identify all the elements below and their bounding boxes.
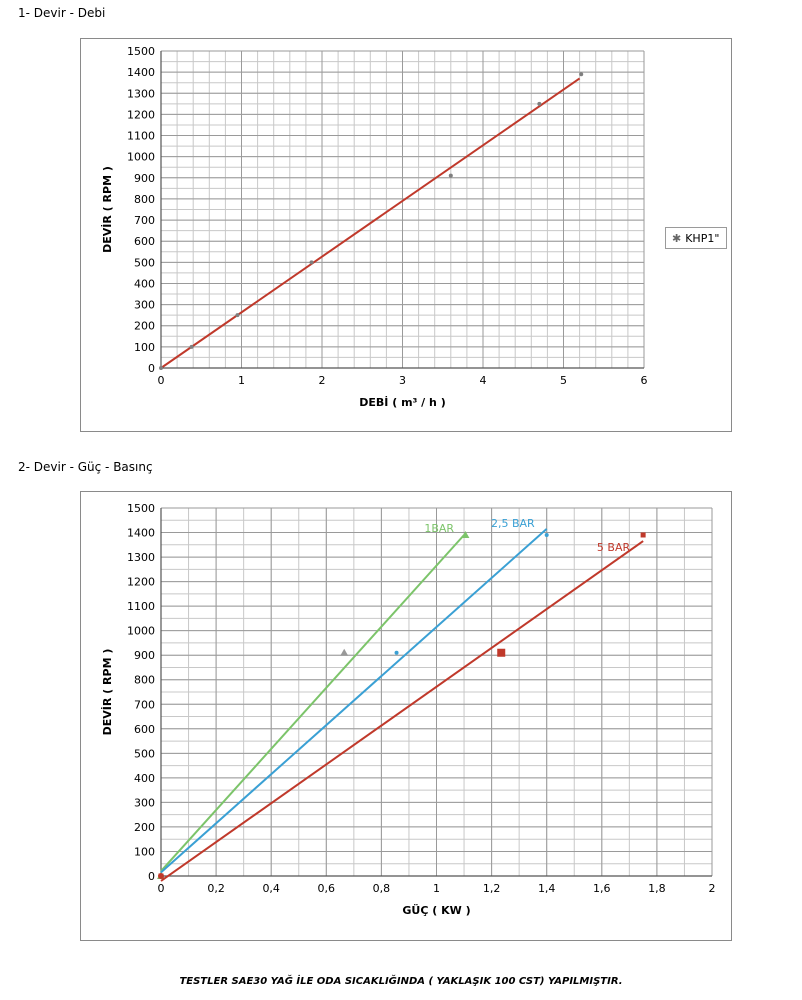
x-tick-label: 0,2 [207,882,225,895]
y-tick-label: 100 [134,845,155,858]
series-label-25bar: 2,5 BAR [491,517,535,530]
origin-point [158,873,164,879]
y-tick-label: 400 [134,772,155,785]
y-tick-label: 1500 [127,502,155,515]
data-point-khp1 [537,101,542,106]
y-tick-label: 0 [148,870,155,883]
legend-label-khp1: KHP1" [685,231,720,245]
data-point-5bar [640,532,646,538]
y-tick-label: 300 [134,796,155,809]
series-label-5bar: 5 BAR [597,541,631,554]
x-tick-label: 0 [158,882,165,895]
y-tick-label: 200 [134,320,155,333]
chart-devir-debi: 0 1 2 3 4 5 6 0 100 200 300 400 500 600 700 800 900 1000 1… [80,38,732,432]
y-tick-label: 300 [134,299,155,312]
x-tick-label: 0 [158,374,165,387]
y-tick-label: 1100 [127,600,155,613]
y-tick-label: 1000 [127,625,155,638]
data-point-khp1 [448,173,453,178]
data-point-khp1 [235,313,240,318]
y-tick-label: 0 [148,362,155,375]
x-tick-label: 1 [433,882,440,895]
y-tick-label: 500 [134,747,155,760]
y-tick-label: 1500 [127,45,155,58]
y-tick-label: 700 [134,698,155,711]
y-tick-label: 1200 [127,576,155,589]
data-point-25bar [544,532,549,537]
data-point-khp1 [309,260,314,265]
data-point-25bar [394,650,399,655]
x-tick-label: 4 [480,374,487,387]
x-axis-title: GÜÇ ( KW ) [402,903,470,917]
y-tick-label: 100 [134,341,155,354]
section-title-devir-debi: 1- Devir - Debi [18,6,106,20]
x-tick-label: 1,8 [648,882,666,895]
y-tick-label: 200 [134,821,155,834]
chart-devir-guc-basinc: 0 0,2 0,4 0,6 0,8 1 1,2 1,4 1,6 1,8 2 0 100 200 300 400… [80,491,732,941]
chart-legend: ✱ KHP1" [665,227,727,249]
trendline [160,77,581,369]
y-tick-label: 600 [134,235,155,248]
y-tick-label: 400 [134,277,155,290]
y-tick-label: 700 [134,214,155,227]
y-tick-label: 1100 [127,130,155,143]
y-tick-label: 1200 [127,108,155,121]
y-tick-label: 900 [134,649,155,662]
x-tick-label: 0,8 [373,882,391,895]
x-tick-label: 6 [641,374,648,387]
x-tick-label: 1,6 [593,882,611,895]
data-point-1bar [461,530,470,538]
y-tick-label: 800 [134,674,155,687]
y-axis-title: DEVİR ( RPM ) [100,649,114,736]
y-tick-label: 1300 [127,87,155,100]
x-tick-label: 0,4 [262,882,280,895]
data-point-1bar [340,648,349,656]
chart-devir-debi-svg: 0 1 2 3 4 5 6 0 100 200 300 400 500 600 700 800 900 1000 1… [100,45,648,409]
section-title-devir-guc-basinc: 2- Devir - Güç - Basınç [18,460,153,474]
x-tick-label: 2 [319,374,326,387]
y-tick-label: 500 [134,256,155,269]
y-axis-title: DEVİR ( RPM ) [100,166,114,253]
x-tick-label: 1,4 [538,882,556,895]
trendline-5bar [160,540,644,882]
data-point-5bar [497,648,506,657]
legend-marker-icon: ✱ [672,231,682,245]
trendline-25bar [160,528,548,874]
y-tick-label: 1400 [127,66,155,79]
x-tick-label: 0,6 [318,882,336,895]
x-tick-label: 5 [560,374,567,387]
y-tick-label: 600 [134,723,155,736]
x-tick-label: 1 [238,374,245,387]
y-tick-label: 800 [134,193,155,206]
x-axis-title: DEBİ ( m³ / h ) [359,395,445,409]
y-tick-label: 1400 [127,527,155,540]
x-tick-label: 2 [709,882,716,895]
series-label-1bar: 1BAR [424,522,454,535]
data-point-khp1 [579,72,584,77]
y-tick-label: 1300 [127,551,155,564]
data-point-khp1 [189,344,194,349]
x-tick-label: 3 [399,374,406,387]
footer-note: TESTLER SAE30 YAĞ İLE ODA SICAKLIĞINDA (… [179,976,623,987]
chart-devir-guc-basinc-svg: 0 0,2 0,4 0,6 0,8 1 1,2 1,4 1,6 1,8 2 0 100 200 300 400… [100,502,716,917]
y-tick-label: 900 [134,172,155,185]
x-tick-label: 1,2 [483,882,501,895]
data-point-khp1 [159,366,163,370]
trendline-1bar [160,534,465,872]
y-tick-label: 1000 [127,151,155,164]
